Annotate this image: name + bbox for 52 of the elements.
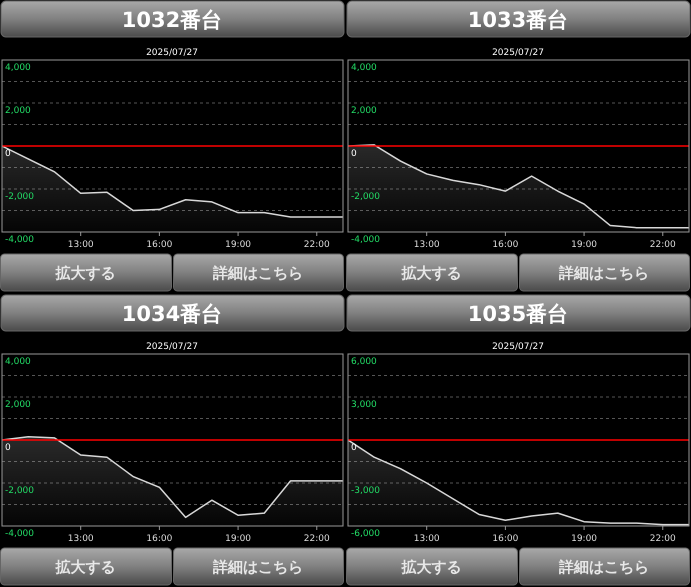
x-tick-label: 13:00 <box>414 534 440 544</box>
x-tick-label: 13:00 <box>68 240 94 250</box>
y-tick-label: 0 <box>351 149 357 159</box>
text: 詳細はこちら <box>558 264 649 282</box>
y-tick-label: 4,000 <box>5 357 32 367</box>
x-tick-label: 16:00 <box>492 240 519 250</box>
y-tick-label: -2,000 <box>5 486 34 496</box>
y-tick-label: -4,000 <box>5 529 34 539</box>
text: 拡大する <box>54 558 116 576</box>
x-tick-label: 19:00 <box>571 534 598 544</box>
y-tick-label: 2,000 <box>5 400 32 410</box>
chart-title: 1034番台 <box>122 302 222 326</box>
text: 詳細はこちら <box>212 264 303 282</box>
chart-subtitle: 2025/07/27 <box>146 342 198 352</box>
x-tick-label: 16:00 <box>492 534 519 544</box>
y-tick-label: 2,000 <box>5 106 32 116</box>
y-tick-label: 6,000 <box>351 357 378 367</box>
text: 詳細はこちら <box>558 558 649 576</box>
y-tick-label: 0 <box>5 149 11 159</box>
chart-subtitle: 2025/07/27 <box>492 48 544 58</box>
x-tick-label: 19:00 <box>225 534 252 544</box>
x-tick-label: 22:00 <box>304 534 330 544</box>
x-tick-label: 19:00 <box>225 240 252 250</box>
y-tick-label: -4,000 <box>5 235 34 245</box>
y-tick-label: 2,000 <box>351 106 378 116</box>
y-tick-label: 0 <box>351 443 357 453</box>
x-tick-label: 22:00 <box>650 240 676 250</box>
text: 拡大する <box>54 264 116 282</box>
text: 詳細はこちら <box>212 558 303 576</box>
y-tick-label: -2,000 <box>5 192 34 202</box>
y-tick-label: 4,000 <box>5 63 32 73</box>
chart-title: 1035番台 <box>468 302 568 326</box>
x-tick-label: 13:00 <box>414 240 440 250</box>
x-tick-label: 19:00 <box>571 240 598 250</box>
y-tick-label: 4,000 <box>351 63 378 73</box>
x-tick-label: 16:00 <box>146 534 173 544</box>
y-tick-label: -6,000 <box>351 529 380 539</box>
chart-subtitle: 2025/07/27 <box>146 48 198 58</box>
y-tick-label: 0 <box>5 443 11 453</box>
text: 拡大する <box>400 264 462 282</box>
x-tick-label: 13:00 <box>68 534 94 544</box>
y-tick-label: -4,000 <box>351 235 380 245</box>
text: 拡大する <box>400 558 462 576</box>
x-tick-label: 22:00 <box>304 240 330 250</box>
x-tick-label: 22:00 <box>650 534 676 544</box>
y-tick-label: 3,000 <box>351 400 378 410</box>
chart-title: 1033番台 <box>468 8 568 32</box>
y-tick-label: -2,000 <box>351 192 380 202</box>
chart-title: 1032番台 <box>122 8 222 32</box>
chart-subtitle: 2025/07/27 <box>492 342 544 352</box>
x-tick-label: 16:00 <box>146 240 173 250</box>
y-tick-label: -3,000 <box>351 486 380 496</box>
